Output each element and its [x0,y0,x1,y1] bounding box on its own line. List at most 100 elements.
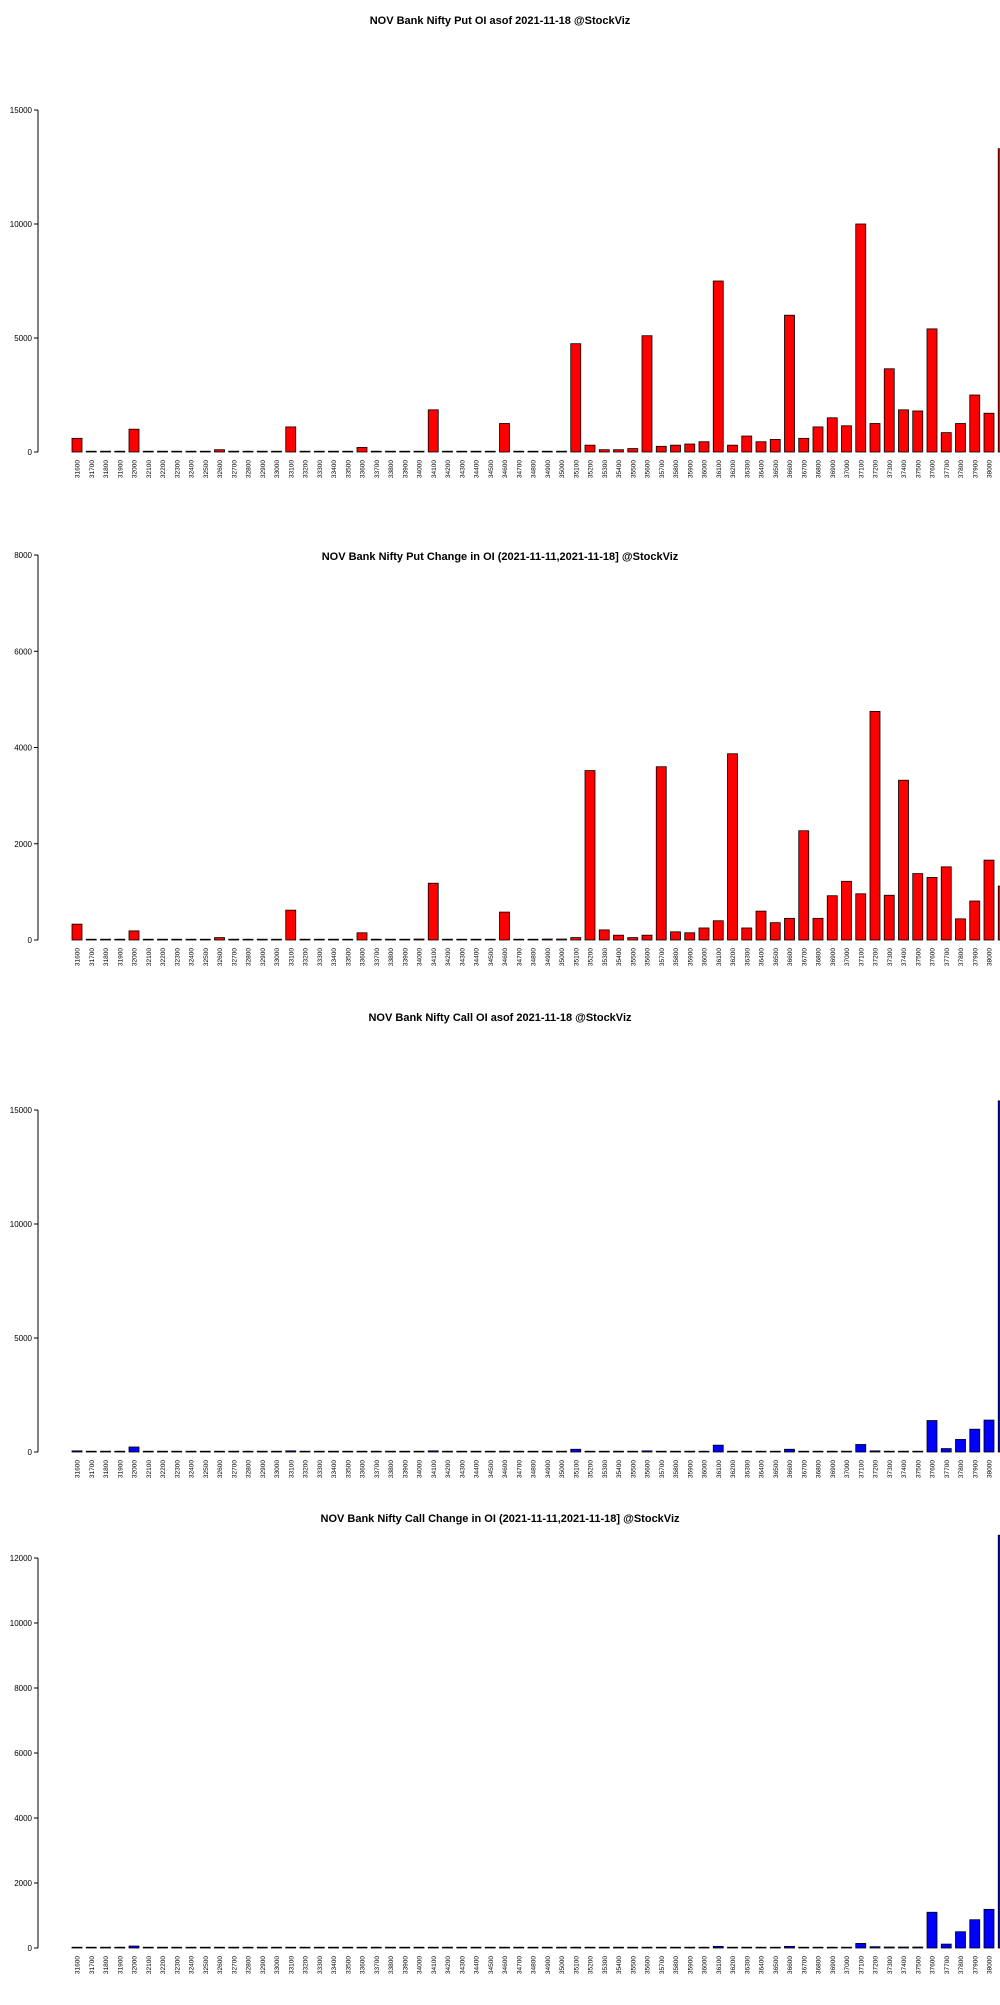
bar-32200 [157,450,168,453]
bar-34500 [484,938,496,941]
bar-34600 [499,911,510,941]
x-tick-label: 34700 [516,1956,523,1974]
bar-37100 [855,223,867,453]
x-tick-label: 32500 [203,1956,210,1974]
x-tick-label: 36300 [744,460,751,478]
x-tick-label: 38000 [987,460,994,478]
x-tick-label: 34400 [474,1956,481,1974]
chart-panel-1: NOV Bank Nifty Put OI asof 2021-11-18 @S… [10,15,1000,478]
x-tick-label: 36500 [773,460,780,478]
x-tick-label: 33600 [360,460,367,478]
bar-36800 [812,917,824,941]
bar-32800 [242,450,254,453]
x-tick-label: 34800 [531,1460,538,1478]
bar-36900 [826,417,838,453]
bar-36000 [698,1946,710,1949]
bar-33700 [370,938,382,941]
x-tick-label: 34900 [545,948,552,966]
bar-33000 [271,450,282,453]
bar-33900 [399,1946,411,1949]
bar-34700 [513,938,525,941]
bar-34000 [413,450,425,453]
x-tick-label: 32600 [217,1460,224,1478]
y-tick-label: 2000 [14,1879,32,1888]
x-tick-label: 34400 [474,948,481,966]
x-tick-label: 36700 [801,1460,808,1478]
x-tick-label: 37700 [944,460,951,478]
bar-31700 [85,938,97,941]
bar-37100 [855,893,867,941]
x-tick-label: 35900 [687,1956,694,1974]
bar-32300 [171,1450,183,1453]
bar-35200 [584,1450,596,1453]
bar-32600 [214,1450,225,1453]
bar-38100 [997,885,1000,941]
bar-36800 [812,426,824,453]
x-tick-label: 33000 [274,460,281,478]
bar-36300 [741,435,753,453]
bar-37700 [940,866,952,941]
x-tick-label: 36600 [787,460,794,478]
x-tick-label: 37500 [915,460,922,478]
bar-34800 [527,1450,539,1453]
bar-34100 [427,1450,439,1453]
x-tick-label: 35100 [573,460,580,478]
bar-37000 [841,1450,852,1453]
x-tick-label: 31800 [103,1956,110,1974]
x-tick-label: 36000 [702,1956,709,1974]
bar-32300 [171,938,183,941]
chart-panel-4: NOV Bank Nifty Call Change in OI (2021-1… [10,1513,1000,1974]
bar-35800 [670,931,681,941]
bar-33300 [313,1450,325,1453]
bar-36700 [798,830,810,941]
bar-31900 [114,450,126,453]
x-tick-label: 36500 [773,948,780,966]
bar-33600 [356,1946,368,1949]
x-tick-label: 36400 [759,1460,766,1478]
bar-33800 [385,1946,396,1949]
bar-33100 [285,426,297,453]
x-tick-label: 33300 [317,948,324,966]
bar-35200 [584,444,596,453]
bar-36900 [826,1450,838,1453]
x-tick-label: 33500 [345,948,352,966]
x-tick-label: 33000 [274,1460,281,1478]
x-tick-label: 35700 [659,460,666,478]
x-tick-label: 34300 [459,948,466,966]
x-tick-label: 33500 [345,1460,352,1478]
bar-33900 [399,938,411,941]
bar-33400 [328,1946,339,1949]
x-tick-label: 37200 [873,1460,880,1478]
x-tick-label: 32300 [174,1956,181,1974]
bar-35700 [655,766,667,941]
bar-34400 [470,938,482,941]
x-tick-label: 33300 [317,460,324,478]
bar-36500 [769,1946,781,1949]
x-tick-label: 32000 [132,1460,139,1478]
x-tick-label: 37300 [887,460,894,478]
chart-panel-3: NOV Bank Nifty Call OI asof 2021-11-18 @… [10,1012,1000,1478]
x-tick-label: 34600 [502,1956,509,1974]
x-tick-label: 34100 [431,1956,438,1974]
x-tick-label: 33100 [288,1460,295,1478]
bar-37100 [855,1943,867,1949]
x-tick-label: 35600 [645,948,652,966]
bar-32800 [242,938,254,941]
bar-35400 [613,1946,624,1949]
x-tick-label: 33800 [388,1460,395,1478]
bar-36800 [812,1946,824,1949]
bar-35000 [556,938,567,941]
x-tick-label: 32100 [146,1956,153,1974]
bar-37300 [883,894,895,941]
x-tick-label: 34800 [531,460,538,478]
x-tick-label: 36100 [716,1460,723,1478]
bar-37600 [926,328,938,453]
x-tick-label: 31700 [89,1460,96,1478]
bar-31900 [114,1946,126,1949]
bar-35200 [584,1946,596,1949]
bar-32000 [128,428,140,453]
x-tick-label: 37100 [858,1956,865,1974]
x-tick-label: 36700 [801,1956,808,1974]
bar-32500 [199,1946,211,1949]
